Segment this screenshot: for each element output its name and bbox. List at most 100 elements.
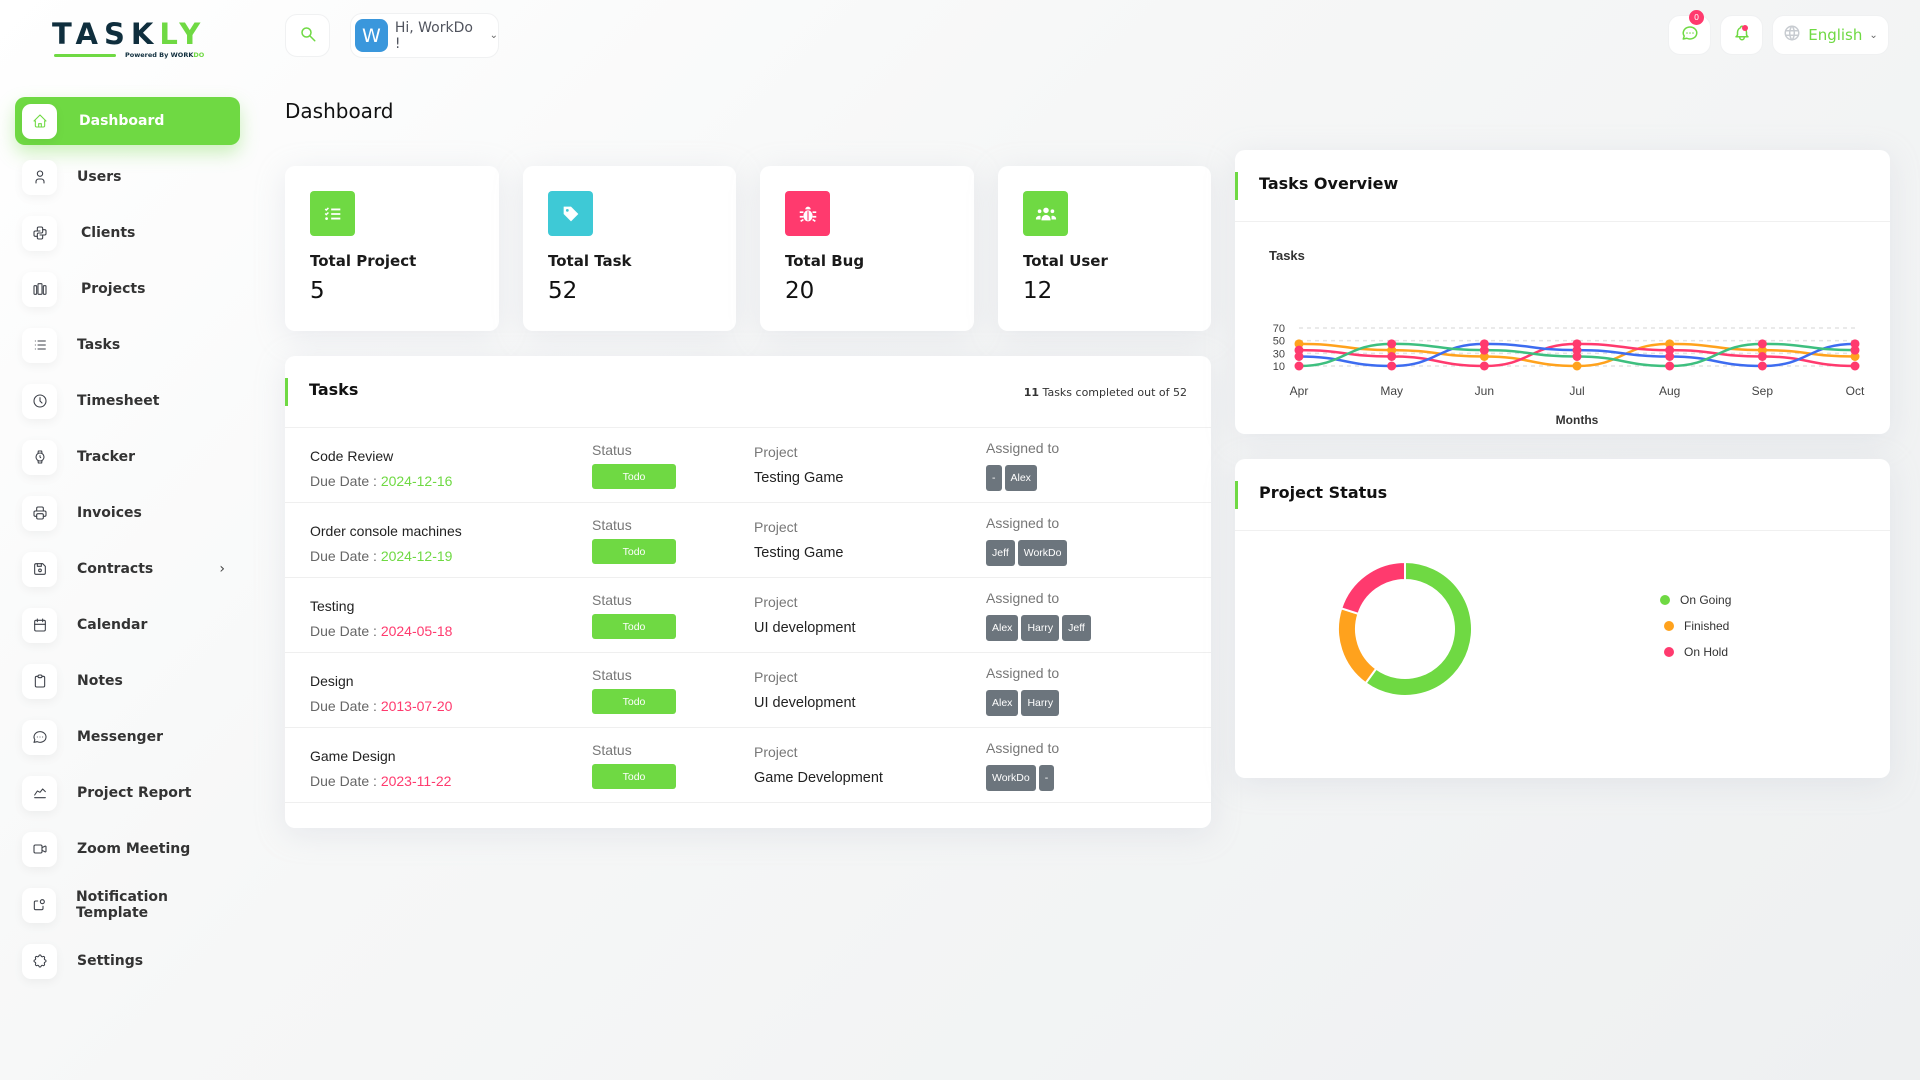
stat-label: Total Project	[310, 252, 417, 270]
assignee-chip[interactable]: WorkDo	[986, 765, 1036, 791]
globe-icon	[1783, 24, 1801, 46]
device-floppy-icon	[22, 551, 57, 587]
due-date-value: 2024-05-18	[380, 623, 453, 639]
svg-text:Jun: Jun	[1475, 384, 1494, 398]
sidebar-item-project-report[interactable]: Project Report	[15, 769, 240, 817]
task-name[interactable]: Testing	[310, 598, 355, 614]
printer-icon	[22, 495, 57, 531]
sidebar-item-tracker[interactable]: Tracker	[15, 433, 240, 481]
language-selector[interactable]: English ⌄	[1772, 15, 1889, 55]
sidebar-item-projects[interactable]: Projects	[15, 265, 240, 313]
bug-icon	[785, 191, 830, 236]
assignee-chip[interactable]: Alex	[986, 690, 1019, 716]
status-label: Status	[592, 592, 632, 608]
task-due-date: Due Date : 2023-11-22	[310, 773, 451, 789]
status-badge[interactable]: Todo	[592, 689, 676, 714]
assignee-chip[interactable]: Jeff	[1062, 615, 1091, 641]
accent-bar	[1235, 481, 1238, 509]
messages-button[interactable]: 0	[1668, 10, 1711, 55]
assignee-chip[interactable]: WorkDo	[1017, 540, 1068, 566]
task-name[interactable]: Order console machines	[310, 523, 462, 539]
task-name[interactable]: Game Design	[310, 748, 396, 764]
svg-text:Oct: Oct	[1846, 384, 1865, 398]
overview-card-header: Tasks Overview	[1235, 150, 1890, 222]
powered-by-label: Powered By	[125, 51, 171, 59]
chart-title: Tasks	[1269, 248, 1305, 263]
sidebar-item-notes[interactable]: Notes	[15, 657, 240, 705]
page-title: Dashboard	[285, 99, 394, 123]
watch-icon	[22, 439, 57, 475]
assignee-chip[interactable]: -	[1038, 765, 1055, 791]
legend-item-on-going[interactable]: On Going	[1660, 593, 1731, 607]
tasky-logo[interactable]: TASKLY Powered By WORKDO	[52, 18, 212, 62]
sidebar-item-users[interactable]: Users	[15, 153, 240, 201]
project-name: Testing Game	[754, 470, 844, 486]
completed-count: 11	[1023, 386, 1040, 399]
assignee-chip[interactable]: Harry	[1021, 615, 1060, 641]
legend-dot-icon	[1664, 647, 1674, 657]
svg-text:Apr: Apr	[1290, 384, 1309, 398]
due-date-label: Due Date :	[310, 773, 381, 789]
task-row[interactable]: Design Due Date : 2013-07-20 Status Todo…	[285, 653, 1211, 728]
sidebar-item-label: Projects	[81, 281, 146, 297]
stat-value: 5	[310, 278, 325, 304]
user-menu-button[interactable]: W Hi, WorkDo ! ⌄	[350, 13, 499, 58]
sidebar-item-notification-template[interactable]: Notification Template	[15, 881, 240, 929]
task-row[interactable]: Order console machines Due Date : 2024-1…	[285, 503, 1211, 578]
sidebar-item-tasks[interactable]: Tasks	[15, 321, 240, 369]
assigned-to-label: Assigned to	[986, 515, 1060, 531]
due-date-value: 2024-12-16	[380, 473, 453, 489]
calendar-icon	[22, 607, 57, 643]
chevron-right-icon[interactable]: ›	[219, 561, 225, 577]
sidebar-item-dashboard[interactable]: Dashboard	[15, 97, 240, 145]
sidebar-item-messenger[interactable]: Messenger	[15, 713, 240, 761]
due-date-label: Due Date :	[310, 623, 381, 639]
sidebar-item-label: Messenger	[77, 729, 163, 745]
task-row[interactable]: Testing Due Date : 2024-05-18 Status Tod…	[285, 578, 1211, 653]
task-name[interactable]: Design	[310, 673, 354, 689]
assignee-chip[interactable]: Harry	[1021, 690, 1060, 716]
assignee-chip[interactable]: Jeff	[986, 540, 1015, 566]
sidebar-item-invoices[interactable]: Invoices	[15, 489, 240, 537]
project-name: UI development	[754, 695, 856, 711]
avatar: W	[355, 19, 388, 52]
svg-text:70: 70	[1273, 323, 1285, 335]
assignee-chip[interactable]: Alex	[986, 615, 1019, 641]
status-badge[interactable]: Todo	[592, 764, 676, 789]
sidebar-item-timesheet[interactable]: Timesheet	[15, 377, 240, 425]
sidebar-item-contracts[interactable]: Contracts ›	[15, 545, 240, 593]
clipboard-icon	[22, 663, 57, 699]
sidebar-item-zoom-meeting[interactable]: Zoom Meeting	[15, 825, 240, 873]
status-badge[interactable]: Todo	[592, 614, 676, 639]
status-badge[interactable]: Todo	[592, 464, 676, 489]
assignee-chip[interactable]: Alex	[1004, 465, 1037, 491]
task-name[interactable]: Code Review	[310, 448, 394, 464]
notifications-button[interactable]	[1720, 15, 1763, 55]
svg-text:Months: Months	[1556, 413, 1599, 427]
legend-item-on-hold[interactable]: On Hold	[1664, 645, 1731, 659]
clients-icon	[22, 215, 57, 251]
legend-dot-icon	[1664, 621, 1674, 631]
status-badge[interactable]: Todo	[592, 539, 676, 564]
assignee-chip[interactable]: -	[986, 465, 1002, 491]
project-status-header: Project Status	[1235, 459, 1890, 531]
sidebar-item-clients[interactable]: Clients	[15, 209, 240, 257]
sidebar-item-label: Notification Template	[75, 889, 168, 921]
sidebar-item-settings[interactable]: Settings	[15, 937, 240, 985]
svg-text:Jul: Jul	[1569, 384, 1584, 398]
sidebar-item-calendar[interactable]: Calendar	[15, 601, 240, 649]
card-title: Project Status	[1259, 483, 1388, 502]
stat-value: 12	[1023, 278, 1053, 304]
project-label: Project	[754, 519, 798, 535]
search-button[interactable]	[285, 14, 330, 57]
task-due-date: Due Date : 2024-12-16	[310, 473, 452, 489]
project-status-donut[interactable]	[1330, 554, 1480, 704]
legend-item-finished[interactable]: Finished	[1664, 619, 1731, 633]
task-row[interactable]: Code Review Due Date : 2024-12-16 Status…	[285, 428, 1211, 503]
svg-text:Aug: Aug	[1659, 384, 1680, 398]
task-row[interactable]: Game Design Due Date : 2023-11-22 Status…	[285, 728, 1211, 803]
logo-underline	[54, 54, 116, 57]
notification-dot	[1742, 25, 1748, 31]
assigned-to-label: Assigned to	[986, 440, 1060, 456]
